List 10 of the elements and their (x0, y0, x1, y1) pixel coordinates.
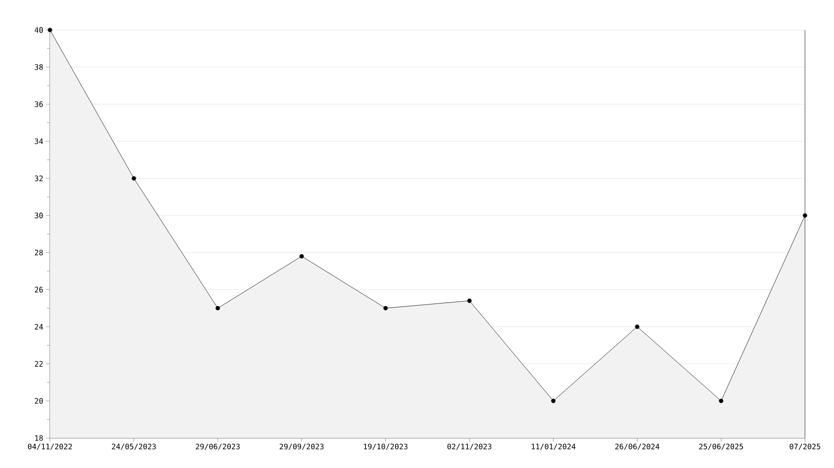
point (551, 398, 556, 404)
point (216, 306, 220, 310)
point (383, 306, 388, 310)
point (132, 176, 136, 181)
point (635, 324, 640, 329)
point (802, 213, 808, 218)
point (299, 254, 304, 258)
point (48, 28, 52, 32)
point (467, 298, 472, 303)
point (718, 398, 724, 404)
